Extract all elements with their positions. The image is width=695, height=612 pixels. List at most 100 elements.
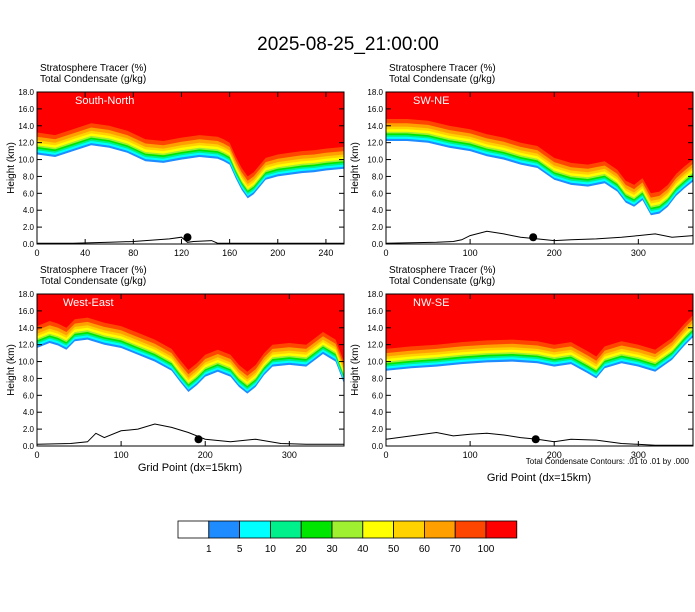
panel-title-line2: Total Condensate (g/kg): [389, 74, 495, 85]
x-tick-label: 100: [463, 248, 478, 258]
terrain-line: [37, 236, 344, 244]
panel-title-line2: Total Condensate (g/kg): [40, 74, 146, 85]
colorbar-swatch: [208, 520, 241, 539]
terrain-line: [386, 431, 693, 446]
x-tick-label: 40: [80, 248, 90, 258]
x-tick-label: 300: [282, 450, 297, 460]
colorbar-label: 5: [237, 544, 243, 555]
x-tick-label: 0: [383, 248, 388, 258]
panel-label: South-North: [75, 95, 134, 107]
colorbar-label: 30: [326, 544, 338, 555]
panel-title-line1: Stratosphere Tracer (%): [40, 265, 147, 276]
y-tick-label: 18.0: [18, 88, 34, 97]
panel-nw-se: Stratosphere Tracer (%) Total Condensate…: [350, 265, 694, 484]
y-tick-label: 4.0: [23, 408, 35, 417]
tracer-band-10: [37, 92, 344, 177]
colorbar-swatch: [485, 520, 518, 539]
x-tick-label: 200: [547, 248, 562, 258]
colorbar-swatch: [331, 520, 364, 539]
y-tick-label: 2.0: [372, 425, 384, 434]
y-axis-label: Height (km): [350, 142, 361, 194]
y-tick-label: 6.0: [23, 391, 35, 400]
panel-label: NW-SE: [413, 297, 449, 309]
y-tick-label: 18.0: [367, 88, 383, 97]
y-tick-label: 4.0: [372, 408, 384, 417]
y-tick-label: 12.0: [18, 341, 34, 350]
y-tick-label: 12.0: [367, 139, 383, 148]
y-tick-label: 0.0: [23, 240, 35, 249]
y-tick-label: 12.0: [367, 341, 383, 350]
y-tick-label: 6.0: [372, 189, 384, 198]
x-tick-label: 100: [463, 450, 478, 460]
plot-frame: [385, 293, 694, 447]
figure-title: 2025-08-25_21:00:00: [257, 34, 439, 55]
location-marker: [194, 435, 203, 444]
panel-south-north: Stratosphere Tracer (%) Total Condensate…: [6, 63, 345, 258]
axes: 0 40 80 120 160 200 240 0.0 2.0 4.0 6.0 8.0 10.0 12.0…: [18, 88, 344, 258]
y-tick-label: 6.0: [372, 391, 384, 400]
y-axis-label: Height (km): [6, 344, 17, 396]
colorbar-label: 70: [450, 544, 462, 555]
colorbar-swatch: [269, 520, 302, 539]
y-tick-label: 16.0: [367, 307, 383, 316]
location-marker: [183, 233, 192, 242]
x-tick-label: 240: [318, 248, 333, 258]
panel-title-line2: Total Condensate (g/kg): [40, 276, 146, 287]
x-tick-label: 100: [114, 450, 129, 460]
y-tick-label: 16.0: [18, 105, 34, 114]
colorbar-label: 1: [206, 544, 212, 555]
tracer-band-10: [386, 294, 693, 357]
panel-sw-ne: Stratosphere Tracer (%) Total Condensate…: [350, 63, 694, 258]
axes: 0 100 200 300 0.0 2.0 4.0 6.0 8.0 10.0 12.0 14.0 16.…: [18, 290, 344, 460]
y-tick-label: 10.0: [18, 156, 34, 165]
colorbar-label: 60: [419, 544, 431, 555]
colorbar-swatch: [300, 520, 333, 539]
x-tick-label: 0: [383, 450, 388, 460]
colorbar-swatch: [362, 520, 394, 539]
y-tick-label: 14.0: [18, 122, 34, 131]
x-tick-label: 200: [270, 248, 285, 258]
colorbar-label: 100: [478, 544, 495, 555]
terrain-line: [386, 230, 693, 244]
terrain-line: [37, 423, 344, 445]
x-axis-label: Grid Point (dx=15km): [487, 472, 591, 484]
x-tick-label: 300: [631, 450, 646, 460]
colorbar-label: 50: [388, 544, 400, 555]
x-tick-label: 160: [222, 248, 237, 258]
colorbar-swatch: [393, 520, 425, 539]
y-tick-label: 10.0: [367, 358, 383, 367]
x-tick-label: 300: [631, 248, 646, 258]
y-tick-label: 10.0: [18, 358, 34, 367]
panel-title-line1: Stratosphere Tracer (%): [40, 63, 147, 74]
panel-label: SW-NE: [413, 95, 449, 107]
y-axis-label: Height (km): [6, 142, 17, 194]
y-tick-label: 18.0: [367, 290, 383, 299]
y-tick-label: 10.0: [367, 156, 383, 165]
y-tick-label: 16.0: [367, 105, 383, 114]
panel-title-line1: Stratosphere Tracer (%): [389, 265, 496, 276]
y-tick-label: 14.0: [367, 122, 383, 131]
axes: 0 100 200 300 0.0 2.0 4.0 6.0 8.0 10.0 12.0 14.0 16.…: [367, 88, 693, 258]
plot-area: [386, 92, 693, 244]
plot-frame: [36, 293, 345, 447]
panel-title-line1: Stratosphere Tracer (%): [389, 63, 496, 74]
panel-west-east: Stratosphere Tracer (%) Total Condensate…: [6, 265, 345, 474]
x-tick-label: 80: [128, 248, 138, 258]
colorbar-swatch: [423, 520, 456, 539]
y-tick-label: 8.0: [372, 374, 384, 383]
y-tick-label: 2.0: [372, 223, 384, 232]
colorbar-swatch: [239, 520, 271, 539]
colorbar-label: 20: [296, 544, 308, 555]
plot-frame: [385, 91, 694, 245]
x-axis-label: Grid Point (dx=15km): [138, 462, 242, 474]
y-tick-label: 4.0: [372, 206, 384, 215]
plot-area: [37, 92, 344, 244]
tracer-band-10: [386, 92, 693, 194]
plot-area: [386, 294, 693, 446]
location-marker: [531, 435, 540, 444]
y-tick-label: 4.0: [23, 206, 35, 215]
x-tick-label: 0: [34, 248, 39, 258]
y-axis-label: Height (km): [350, 344, 361, 396]
y-tick-label: 0.0: [372, 442, 384, 451]
